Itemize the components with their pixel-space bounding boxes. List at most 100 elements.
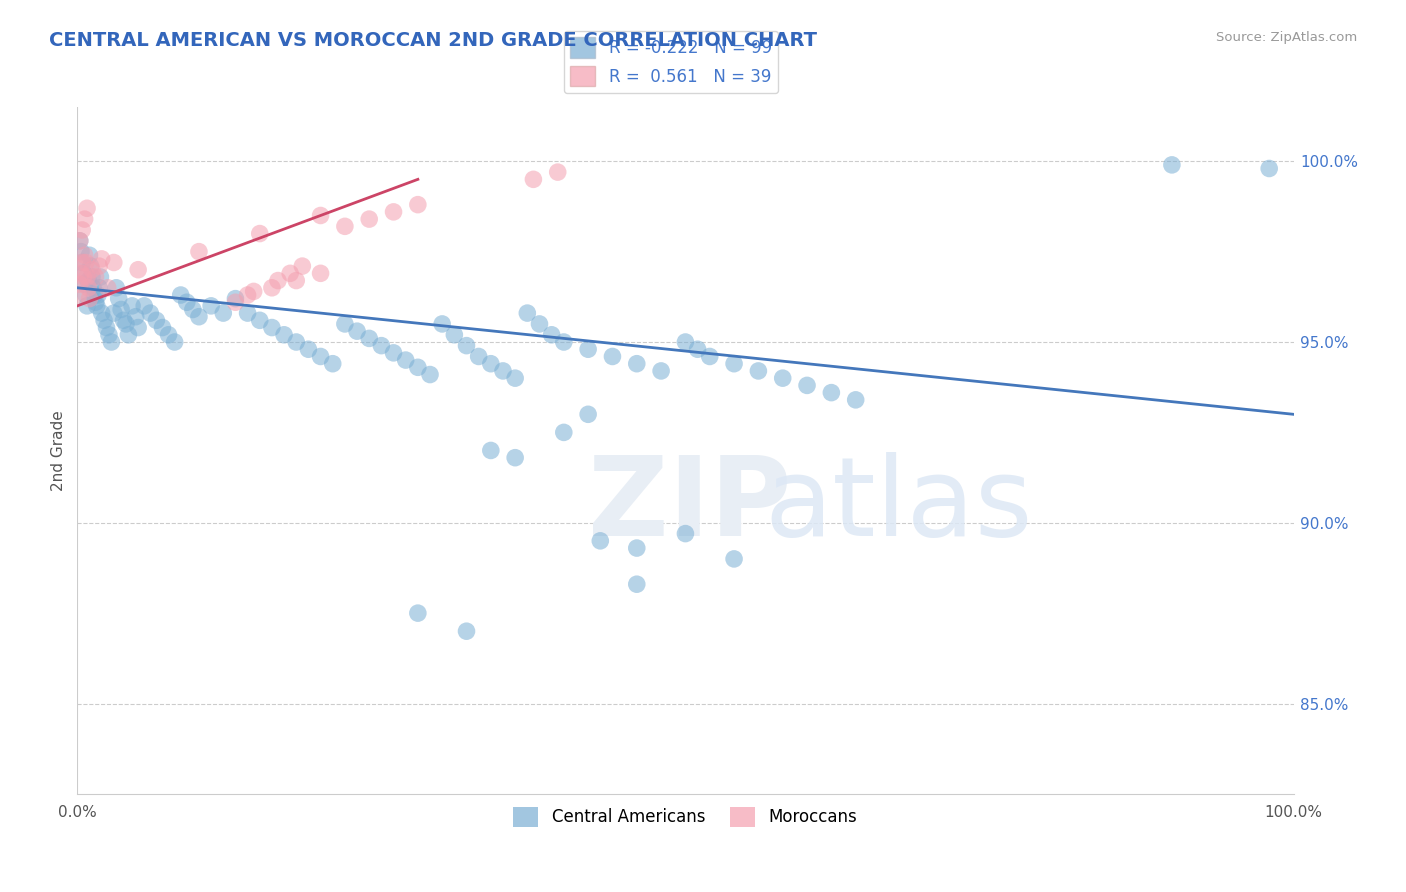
Point — [79, 292, 101, 306]
Text: CENTRAL AMERICAN VS MOROCCAN 2ND GRADE CORRELATION CHART: CENTRAL AMERICAN VS MOROCCAN 2ND GRADE C… — [49, 31, 817, 50]
Point — [359, 331, 381, 345]
Point — [333, 219, 356, 234]
Point — [723, 357, 745, 371]
Y-axis label: 2nd Grade: 2nd Grade — [51, 410, 66, 491]
Point — [69, 234, 91, 248]
Point — [260, 281, 283, 295]
Point — [82, 281, 104, 295]
Point — [212, 306, 235, 320]
Point — [163, 334, 186, 349]
Point — [686, 343, 709, 357]
Point — [224, 295, 246, 310]
Point — [157, 327, 180, 342]
Point — [73, 248, 96, 262]
Point — [382, 346, 405, 360]
Point — [73, 277, 96, 292]
Point — [1258, 161, 1281, 176]
Point — [80, 269, 103, 284]
Point — [285, 274, 308, 288]
Point — [80, 259, 103, 273]
Point — [181, 302, 204, 317]
Point — [100, 334, 122, 349]
Legend: Central Americans, Moroccans: Central Americans, Moroccans — [506, 800, 865, 834]
Point — [382, 205, 405, 219]
Point — [576, 407, 599, 421]
Point — [820, 385, 842, 400]
Point — [675, 526, 697, 541]
Point — [127, 320, 149, 334]
Point — [359, 212, 381, 227]
Point — [467, 350, 489, 364]
Point — [529, 317, 551, 331]
Point — [322, 357, 344, 371]
Point — [236, 288, 259, 302]
Point — [278, 266, 301, 280]
Point — [96, 320, 118, 334]
Point — [430, 317, 453, 331]
Point — [395, 353, 418, 368]
Point — [89, 259, 111, 273]
Point — [89, 281, 111, 295]
Point — [90, 252, 112, 266]
Point — [309, 209, 332, 223]
Point — [626, 577, 648, 591]
Point — [97, 281, 120, 295]
Point — [107, 292, 129, 306]
Point — [105, 281, 128, 295]
Point — [650, 364, 672, 378]
Point — [346, 324, 368, 338]
Point — [200, 299, 222, 313]
Point — [103, 306, 125, 320]
Point — [84, 269, 107, 284]
Point — [456, 624, 478, 639]
Point — [86, 299, 108, 313]
Point — [224, 292, 246, 306]
Point — [188, 244, 211, 259]
Point — [170, 288, 193, 302]
Point — [121, 299, 143, 313]
Point — [69, 234, 91, 248]
Point — [406, 360, 429, 375]
Point — [117, 327, 139, 342]
Point — [675, 334, 697, 349]
Point — [309, 350, 332, 364]
Point — [699, 350, 721, 364]
Point — [127, 262, 149, 277]
Point — [70, 266, 93, 280]
Point — [516, 306, 538, 320]
Point — [503, 450, 526, 465]
Point — [576, 343, 599, 357]
Point — [90, 306, 112, 320]
Point — [83, 288, 105, 302]
Point — [503, 371, 526, 385]
Point — [492, 364, 515, 378]
Point — [456, 338, 478, 352]
Point — [87, 288, 110, 302]
Point — [589, 533, 612, 548]
Point — [79, 248, 101, 262]
Point — [73, 212, 96, 227]
Point — [89, 269, 111, 284]
Point — [479, 357, 502, 371]
Point — [406, 197, 429, 211]
Point — [479, 443, 502, 458]
Point — [188, 310, 211, 324]
Point — [626, 357, 648, 371]
Point — [1161, 158, 1184, 172]
Point — [70, 244, 93, 259]
Point — [110, 302, 132, 317]
Point — [273, 327, 295, 342]
Point — [77, 274, 100, 288]
Point — [297, 343, 319, 357]
Point — [80, 262, 103, 277]
Point — [77, 281, 100, 295]
Point — [723, 552, 745, 566]
Point — [267, 274, 290, 288]
Point — [76, 201, 98, 215]
Point — [370, 338, 392, 352]
Point — [70, 223, 93, 237]
Point — [772, 371, 794, 385]
Point — [112, 313, 135, 327]
Point — [540, 327, 562, 342]
Point — [443, 327, 465, 342]
